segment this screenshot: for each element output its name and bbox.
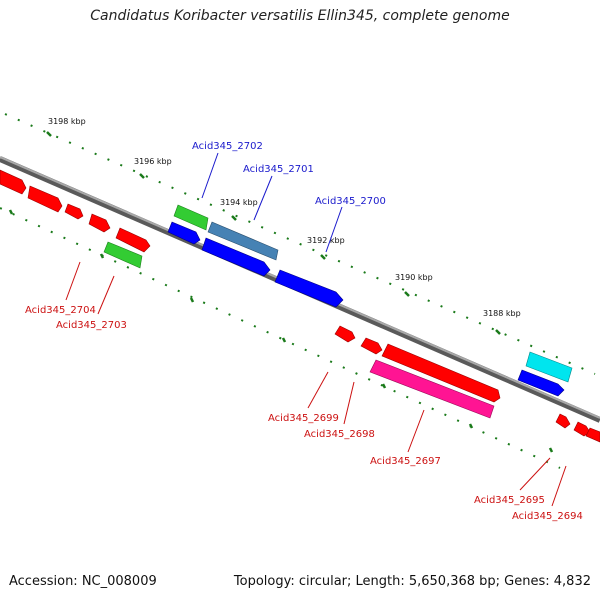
gene-feature[interactable] <box>274 269 344 308</box>
gene-feature[interactable] <box>173 204 209 231</box>
genome-summary-text: Topology: circular; Length: 5,650,368 bp… <box>233 574 591 589</box>
gene-label-2704[interactable]: Acid345_2704 <box>25 305 96 316</box>
gene-feature[interactable] <box>27 185 63 213</box>
tick-label-3198: 3198 kbp <box>48 117 86 126</box>
gene-feature[interactable] <box>585 427 600 443</box>
leader-lines-top <box>201 152 343 253</box>
gene-features-mid <box>167 204 344 308</box>
gene-feature[interactable] <box>517 369 565 397</box>
gene-feature[interactable] <box>167 221 201 245</box>
major-ticks-upper <box>46 131 501 335</box>
gene-label-2701[interactable]: Acid345_2701 <box>243 164 314 175</box>
tick-label-3192: 3192 kbp <box>307 236 345 245</box>
gene-label-2703[interactable]: Acid345_2703 <box>56 320 127 331</box>
gene-feature[interactable] <box>360 337 383 355</box>
gene-feature[interactable] <box>207 221 279 261</box>
major-ticks-lower <box>8 209 554 453</box>
tick-label-3194: 3194 kbp <box>220 198 258 207</box>
accession-text: Accession: NC_008009 <box>9 574 157 589</box>
leader-lines-bottom <box>65 261 567 507</box>
gene-feature[interactable] <box>201 237 271 277</box>
gene-feature[interactable] <box>334 325 356 343</box>
gene-feature[interactable] <box>115 227 151 253</box>
gene-label-2698[interactable]: Acid345_2698 <box>304 429 375 440</box>
tick-label-3190: 3190 kbp <box>395 273 433 282</box>
gene-features-right <box>334 325 600 443</box>
gene-label-2702[interactable]: Acid345_2702 <box>192 141 263 152</box>
gene-label-2697[interactable]: Acid345_2697 <box>370 456 441 467</box>
gene-feature[interactable] <box>64 203 84 220</box>
gene-feature[interactable] <box>369 359 495 419</box>
gene-feature[interactable] <box>555 413 571 429</box>
gene-label-2699[interactable]: Acid345_2699 <box>268 413 339 424</box>
gene-feature[interactable] <box>381 343 501 403</box>
tick-label-3188: 3188 kbp <box>483 309 521 318</box>
gene-feature[interactable] <box>103 241 143 269</box>
tick-track-lower <box>0 207 561 469</box>
gene-feature[interactable] <box>525 351 573 383</box>
tick-label-3196: 3196 kbp <box>134 157 172 166</box>
gene-feature[interactable] <box>0 169 27 195</box>
gene-label-2694[interactable]: Acid345_2694 <box>512 511 583 522</box>
gene-feature[interactable] <box>88 213 111 233</box>
gene-label-2695[interactable]: Acid345_2695 <box>474 495 545 506</box>
map-title: Candidatus Koribacter versatilis Ellin34… <box>90 8 510 24</box>
gene-features-left <box>0 169 151 269</box>
tick-track-upper <box>4 113 596 375</box>
gene-label-2700[interactable]: Acid345_2700 <box>315 196 386 207</box>
